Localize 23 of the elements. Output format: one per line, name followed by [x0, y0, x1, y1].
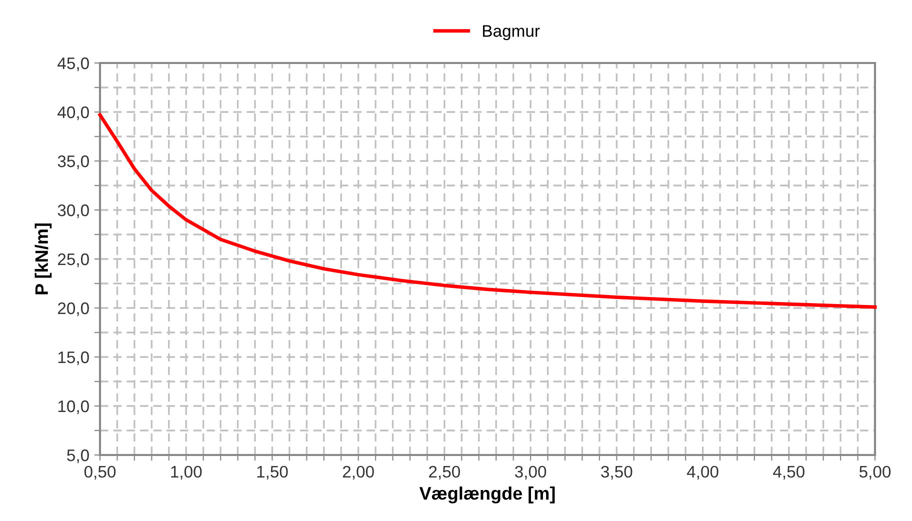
y-axis-title: P [kN/m]	[34, 224, 52, 294]
y-tick-label: 35,0	[58, 155, 89, 170]
y-tick-label: 5,0	[67, 449, 89, 464]
y-tick-label: 45,0	[58, 57, 89, 72]
x-tick-label: 1,50	[257, 466, 288, 480]
x-tick-label: 1,00	[171, 466, 202, 480]
x-tick-label: 4,00	[686, 466, 718, 480]
y-tick-label: 15,0	[58, 351, 89, 366]
y-tick-label: 30,0	[58, 204, 89, 218]
y-tick-label: 25,0	[58, 253, 89, 268]
x-tick-label: 3,50	[601, 466, 632, 480]
legend-label: Bagmur	[483, 25, 540, 40]
x-axis-title: Væglængde [m]	[419, 486, 555, 504]
line-series	[98, 113, 877, 309]
x-tick-label: 0,50	[84, 466, 116, 480]
x-tick-label: 4,50	[773, 466, 804, 480]
x-tick-label: 5,00	[859, 466, 891, 480]
x-tick-label: 2,00	[342, 466, 374, 480]
x-tick-label: 3,00	[514, 466, 546, 480]
y-tick-label: 10,0	[58, 400, 89, 414]
y-tick-label: 20,0	[58, 302, 89, 316]
x-tick-label: 2,50	[429, 466, 460, 480]
y-tick-label: 40,0	[58, 106, 89, 120]
